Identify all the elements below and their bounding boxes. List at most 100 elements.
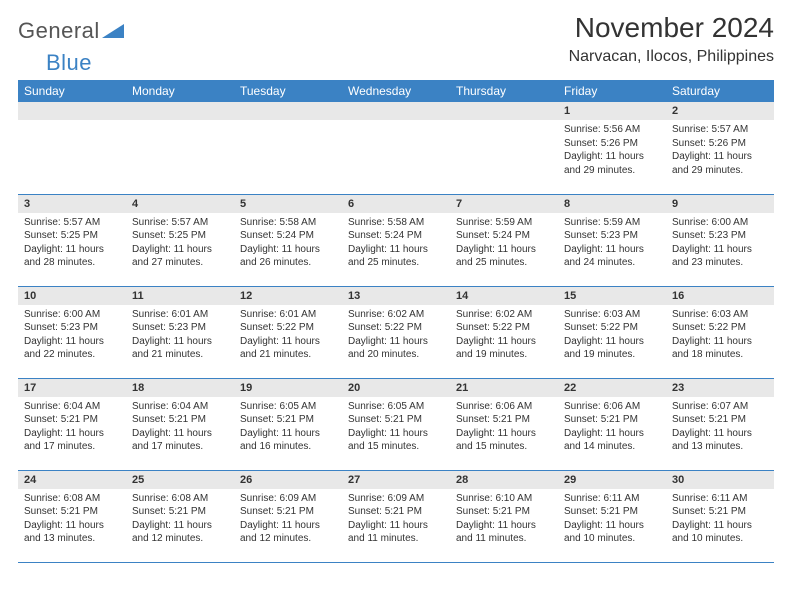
title-block: November 2024 Narvacan, Ilocos, Philippi… (569, 12, 774, 66)
logo-triangle-icon (102, 20, 124, 43)
calendar-day-cell (342, 102, 450, 194)
day-number: 15 (558, 287, 666, 305)
daylight-line: Daylight: 11 hours and 22 minutes. (24, 335, 120, 362)
day-number-empty (126, 102, 234, 120)
sunset-line: Sunset: 5:21 PM (564, 505, 660, 519)
sunset-line: Sunset: 5:21 PM (24, 505, 120, 519)
day-number-empty (342, 102, 450, 120)
calendar-day-cell: 7Sunrise: 5:59 AMSunset: 5:24 PMDaylight… (450, 194, 558, 286)
calendar-day-cell: 4Sunrise: 5:57 AMSunset: 5:25 PMDaylight… (126, 194, 234, 286)
day-number: 26 (234, 471, 342, 489)
sunrise-line: Sunrise: 6:01 AM (132, 308, 228, 322)
sunset-line: Sunset: 5:23 PM (24, 321, 120, 335)
sunset-line: Sunset: 5:22 PM (564, 321, 660, 335)
calendar-table: Sunday Monday Tuesday Wednesday Thursday… (18, 80, 774, 563)
sunset-line: Sunset: 5:21 PM (672, 413, 768, 427)
calendar-day-cell: 6Sunrise: 5:58 AMSunset: 5:24 PMDaylight… (342, 194, 450, 286)
daylight-line: Daylight: 11 hours and 15 minutes. (456, 427, 552, 454)
daylight-line: Daylight: 11 hours and 12 minutes. (240, 519, 336, 546)
sunrise-line: Sunrise: 6:10 AM (456, 492, 552, 506)
day-number: 16 (666, 287, 774, 305)
day-number: 3 (18, 195, 126, 213)
day-details: Sunrise: 6:08 AMSunset: 5:21 PMDaylight:… (126, 489, 234, 549)
sunset-line: Sunset: 5:23 PM (564, 229, 660, 243)
sunrise-line: Sunrise: 6:05 AM (348, 400, 444, 414)
day-details: Sunrise: 6:03 AMSunset: 5:22 PMDaylight:… (666, 305, 774, 365)
day-number: 18 (126, 379, 234, 397)
calendar-day-cell (18, 102, 126, 194)
sunrise-line: Sunrise: 6:03 AM (672, 308, 768, 322)
sunrise-line: Sunrise: 5:58 AM (348, 216, 444, 230)
day-details: Sunrise: 6:06 AMSunset: 5:21 PMDaylight:… (450, 397, 558, 457)
daylight-line: Daylight: 11 hours and 16 minutes. (240, 427, 336, 454)
sunset-line: Sunset: 5:21 PM (240, 505, 336, 519)
sunset-line: Sunset: 5:21 PM (456, 505, 552, 519)
sunset-line: Sunset: 5:26 PM (672, 137, 768, 151)
day-number: 28 (450, 471, 558, 489)
day-number: 27 (342, 471, 450, 489)
sunrise-line: Sunrise: 6:09 AM (240, 492, 336, 506)
calendar-week-row: 17Sunrise: 6:04 AMSunset: 5:21 PMDayligh… (18, 378, 774, 470)
calendar-day-cell (126, 102, 234, 194)
calendar-day-cell: 9Sunrise: 6:00 AMSunset: 5:23 PMDaylight… (666, 194, 774, 286)
day-details: Sunrise: 6:01 AMSunset: 5:22 PMDaylight:… (234, 305, 342, 365)
day-details: Sunrise: 6:08 AMSunset: 5:21 PMDaylight:… (18, 489, 126, 549)
sunrise-line: Sunrise: 6:02 AM (456, 308, 552, 322)
calendar-day-cell (234, 102, 342, 194)
sunrise-line: Sunrise: 6:11 AM (564, 492, 660, 506)
sunset-line: Sunset: 5:21 PM (132, 413, 228, 427)
sunset-line: Sunset: 5:24 PM (348, 229, 444, 243)
sunrise-line: Sunrise: 6:06 AM (564, 400, 660, 414)
day-number: 12 (234, 287, 342, 305)
sunrise-line: Sunrise: 6:00 AM (672, 216, 768, 230)
calendar-day-cell: 19Sunrise: 6:05 AMSunset: 5:21 PMDayligh… (234, 378, 342, 470)
calendar-day-cell: 24Sunrise: 6:08 AMSunset: 5:21 PMDayligh… (18, 470, 126, 562)
weekday-header: Wednesday (342, 80, 450, 102)
day-details: Sunrise: 6:11 AMSunset: 5:21 PMDaylight:… (558, 489, 666, 549)
calendar-day-cell: 21Sunrise: 6:06 AMSunset: 5:21 PMDayligh… (450, 378, 558, 470)
day-number: 19 (234, 379, 342, 397)
day-details: Sunrise: 6:07 AMSunset: 5:21 PMDaylight:… (666, 397, 774, 457)
sunrise-line: Sunrise: 6:04 AM (132, 400, 228, 414)
calendar-day-cell: 16Sunrise: 6:03 AMSunset: 5:22 PMDayligh… (666, 286, 774, 378)
day-number: 24 (18, 471, 126, 489)
calendar-week-row: 10Sunrise: 6:00 AMSunset: 5:23 PMDayligh… (18, 286, 774, 378)
logo-text-blue: Blue (46, 50, 92, 75)
day-details: Sunrise: 5:59 AMSunset: 5:23 PMDaylight:… (558, 213, 666, 273)
daylight-line: Daylight: 11 hours and 17 minutes. (132, 427, 228, 454)
sunset-line: Sunset: 5:25 PM (132, 229, 228, 243)
daylight-line: Daylight: 11 hours and 15 minutes. (348, 427, 444, 454)
location: Narvacan, Ilocos, Philippines (569, 48, 774, 66)
day-number: 21 (450, 379, 558, 397)
sunset-line: Sunset: 5:24 PM (456, 229, 552, 243)
day-number: 4 (126, 195, 234, 213)
sunset-line: Sunset: 5:22 PM (456, 321, 552, 335)
day-details: Sunrise: 6:05 AMSunset: 5:21 PMDaylight:… (342, 397, 450, 457)
calendar-day-cell: 1Sunrise: 5:56 AMSunset: 5:26 PMDaylight… (558, 102, 666, 194)
day-number: 5 (234, 195, 342, 213)
sunset-line: Sunset: 5:21 PM (348, 505, 444, 519)
daylight-line: Daylight: 11 hours and 29 minutes. (564, 150, 660, 177)
sunset-line: Sunset: 5:21 PM (240, 413, 336, 427)
weekday-header: Saturday (666, 80, 774, 102)
daylight-line: Daylight: 11 hours and 21 minutes. (132, 335, 228, 362)
sunset-line: Sunset: 5:23 PM (132, 321, 228, 335)
day-number: 22 (558, 379, 666, 397)
day-number-empty (450, 102, 558, 120)
daylight-line: Daylight: 11 hours and 21 minutes. (240, 335, 336, 362)
day-number-empty (234, 102, 342, 120)
sunset-line: Sunset: 5:21 PM (456, 413, 552, 427)
day-number: 11 (126, 287, 234, 305)
day-details: Sunrise: 6:00 AMSunset: 5:23 PMDaylight:… (18, 305, 126, 365)
day-number: 2 (666, 102, 774, 120)
day-number: 17 (18, 379, 126, 397)
weekday-header: Sunday (18, 80, 126, 102)
sunrise-line: Sunrise: 5:56 AM (564, 123, 660, 137)
sunset-line: Sunset: 5:23 PM (672, 229, 768, 243)
logo: General (18, 18, 124, 44)
daylight-line: Daylight: 11 hours and 17 minutes. (24, 427, 120, 454)
day-details: Sunrise: 6:04 AMSunset: 5:21 PMDaylight:… (126, 397, 234, 457)
weekday-header: Monday (126, 80, 234, 102)
day-number: 1 (558, 102, 666, 120)
calendar-day-cell (450, 102, 558, 194)
